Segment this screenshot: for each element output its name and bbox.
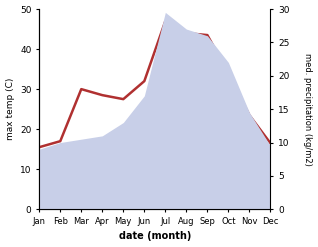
Y-axis label: med. precipitation (kg/m2): med. precipitation (kg/m2) — [303, 53, 313, 165]
Y-axis label: max temp (C): max temp (C) — [5, 78, 15, 140]
X-axis label: date (month): date (month) — [119, 231, 191, 242]
